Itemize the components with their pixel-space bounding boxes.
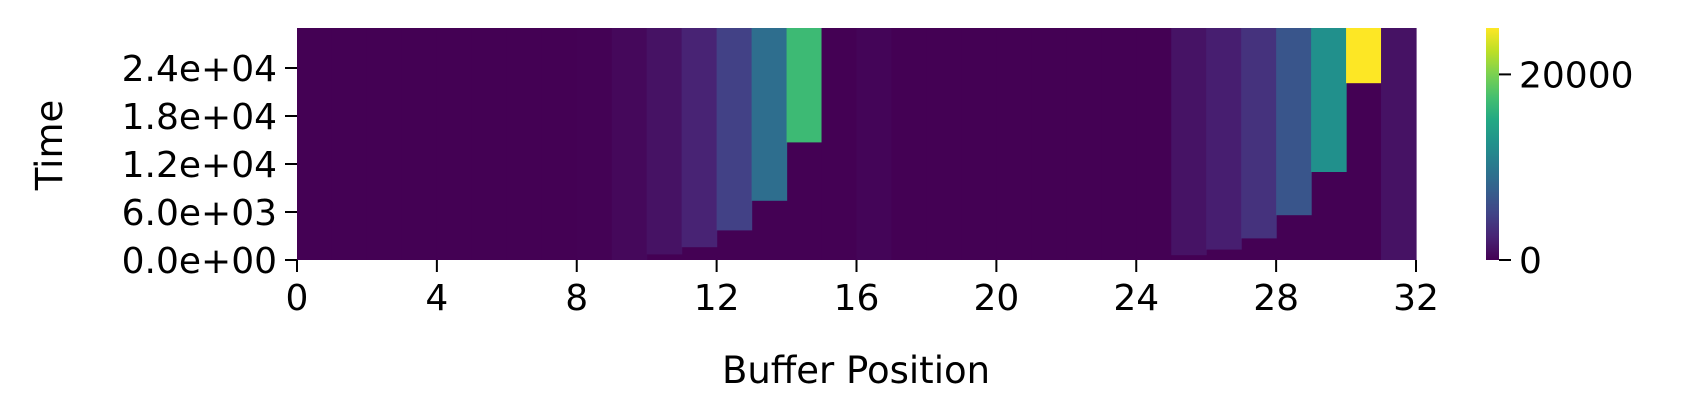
colorbar-ticks: 0 20000: [1499, 55, 1634, 282]
heatmap-cell-col-28: [1276, 28, 1312, 216]
heatmap-cell-col-12: [716, 28, 753, 231]
heatmap-cell-col-18: [926, 28, 963, 260]
heatmap-cell-col-3: [401, 28, 438, 260]
y-tick-label: 1.2e+04: [122, 145, 277, 186]
heatmap-cell-col-11: [681, 28, 718, 248]
y-tick-label: 2.4e+04: [122, 49, 277, 90]
heatmap-cell-col-26: [1206, 28, 1242, 250]
heatmap-cell-col-21: [1031, 28, 1067, 260]
colorbar: [1486, 28, 1499, 260]
x-tick-label: 20: [973, 278, 1019, 319]
heatmap-cell-col-19: [961, 28, 997, 260]
heatmap-cell-col-24: [1136, 28, 1172, 260]
heatmap-cell-col-17: [891, 28, 928, 260]
y-tick-label: 1.8e+04: [122, 97, 277, 138]
heatmap-cell-col-30: [1346, 28, 1382, 84]
heatmap-cell-col-23: [1101, 28, 1137, 260]
heatmap-cell-col-5: [471, 28, 508, 260]
y-tick-label: 0.0e+00: [122, 241, 277, 282]
heatmap-cell-col-13: [751, 28, 788, 201]
heatmap-cell-col-8: [576, 28, 613, 260]
heatmap-cell-col-2: [366, 28, 403, 260]
x-tick-label: 24: [1113, 278, 1159, 319]
x-axis-label: Buffer Position: [722, 349, 990, 392]
colorbar-tick-label: 20000: [1519, 55, 1634, 96]
heatmap-cell-col-1: [331, 28, 368, 260]
heatmap-cell-col-7: [541, 28, 578, 260]
heatmap-cell-col-27: [1241, 28, 1277, 239]
x-tick-label: 32: [1393, 278, 1439, 319]
heatmap-cell-col-31: [1381, 28, 1417, 260]
heatmap-cells: [297, 28, 1417, 260]
heatmap-cell-col-29: [1311, 28, 1347, 172]
y-axis-ticks: 0.0e+00 6.0e+03 1.2e+04 1.8e+04 2.4e+04: [122, 49, 297, 282]
x-axis-ticks: 0 4 8 12 16 20 24 28 32: [286, 260, 1439, 319]
colorbar-tick-label: 0: [1519, 241, 1542, 282]
heatmap-cell-col-0: [297, 28, 333, 260]
y-tick-label: 6.0e+03: [122, 193, 277, 234]
x-tick-label: 16: [834, 278, 880, 319]
heatmap-cell-col-22: [1066, 28, 1102, 260]
x-tick-label: 12: [694, 278, 740, 319]
heatmap-cell-col-4: [436, 28, 473, 260]
x-tick-label: 4: [425, 278, 448, 319]
heatmap-cell-col-10: [646, 28, 683, 255]
heatmap-cell-col-16: [856, 28, 893, 260]
x-tick-label: 28: [1253, 278, 1299, 319]
heatmap-cell-col-9: [611, 28, 648, 260]
heatmap-cell-col-25: [1171, 28, 1207, 256]
x-tick-label: 8: [565, 278, 588, 319]
y-axis-label: Time: [28, 100, 71, 192]
heatmap-cell-col-14: [786, 28, 823, 143]
heatmap-cell-col-6: [506, 28, 543, 260]
heatmap-cell-col-20: [996, 28, 1032, 260]
heatmap-cell-col-15: [821, 28, 858, 260]
x-tick-label: 0: [286, 278, 309, 319]
